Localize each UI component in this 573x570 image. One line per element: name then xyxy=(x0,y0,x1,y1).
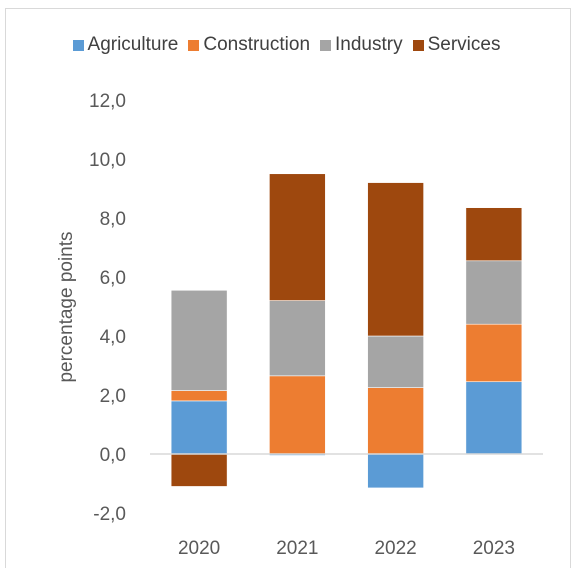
bar-industry-2021 xyxy=(269,300,326,377)
legend-item-construction: Construction xyxy=(188,34,310,56)
legend-swatch-industry xyxy=(320,39,332,51)
legend-swatch-services xyxy=(412,39,424,51)
bar-services-2023 xyxy=(465,207,523,262)
bar-industry-2022 xyxy=(367,335,424,388)
legend-item-industry: Industry xyxy=(320,34,403,56)
bar-services-2021 xyxy=(269,173,326,301)
legend-item-services: Services xyxy=(412,34,501,56)
legend-label: Construction xyxy=(203,34,311,55)
legend-swatch-agriculture xyxy=(72,39,84,51)
y-tick-label: 2,0 xyxy=(100,386,126,407)
x-axis-ticks: 2020 2021 2022 2023 xyxy=(178,538,515,559)
bar-construction-2022 xyxy=(367,387,424,455)
legend-label: Services xyxy=(427,34,501,55)
y-tick-label: 4,0 xyxy=(100,327,126,348)
bar-construction-2020 xyxy=(170,390,228,402)
bar-agriculture-2023 xyxy=(465,381,523,455)
x-tick-label: 2023 xyxy=(473,538,515,559)
y-tick-label: 12,0 xyxy=(89,91,126,112)
y-tick-label: 6,0 xyxy=(100,268,126,289)
bar-construction-2021 xyxy=(269,375,326,455)
bar-services-2022 xyxy=(367,182,424,337)
legend-item-agriculture: Agriculture xyxy=(72,34,179,56)
y-tick-label: 8,0 xyxy=(100,209,126,230)
bar-services-2020 xyxy=(170,453,228,487)
bar-industry-2023 xyxy=(465,260,523,325)
x-tick-label: 2022 xyxy=(374,538,416,559)
y-tick-label: 0,0 xyxy=(100,445,126,466)
y-tick-label: 10,0 xyxy=(89,150,126,171)
bar-agriculture-2022 xyxy=(367,453,424,489)
bar-industry-2020 xyxy=(170,289,228,391)
legend-label: Agriculture xyxy=(87,34,179,55)
y-tick-label: -2,0 xyxy=(93,504,126,525)
x-tick-label: 2021 xyxy=(276,538,318,559)
bar-construction-2023 xyxy=(465,323,523,383)
bars xyxy=(170,173,523,489)
legend: Agriculture Construction Industry Services xyxy=(0,34,573,56)
y-axis-ticks: -2,0 0,0 2,0 4,0 6,0 8,0 10,0 12,0 xyxy=(89,91,126,525)
legend-swatch-construction xyxy=(188,39,200,51)
y-axis-label: percentage points xyxy=(56,231,77,382)
bar-agriculture-2020 xyxy=(170,400,228,455)
chart-frame xyxy=(5,8,571,568)
legend-label: Industry xyxy=(335,34,403,55)
x-tick-label: 2020 xyxy=(178,538,220,559)
